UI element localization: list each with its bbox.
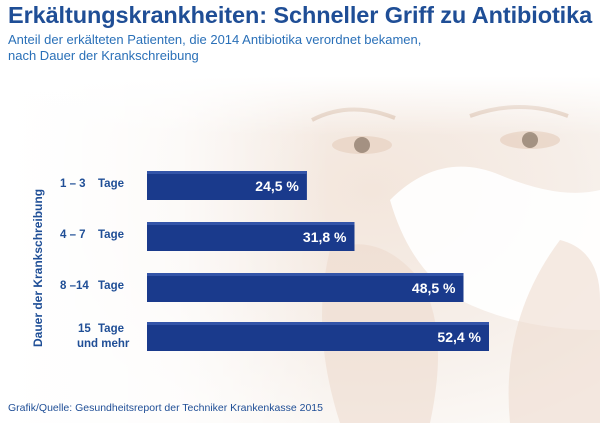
subtitle-line-1: Anteil der erkälteten Patienten, die 201…	[8, 32, 422, 47]
bar-highlight-1	[147, 171, 307, 174]
chart-title: Erkältungskrankheiten: Schneller Griff z…	[8, 2, 593, 28]
category-unit-2: und mehr	[77, 338, 130, 350]
bar-4	[147, 322, 489, 351]
category-unit: Tage	[98, 178, 124, 190]
category-range: 1 – 3	[60, 178, 86, 190]
bar-value-label-4: 52,4 %	[437, 329, 481, 345]
chart-subtitle: Anteil der erkälteten Patienten, die 201…	[8, 32, 421, 64]
bar-value-label-1: 24,5 %	[255, 178, 299, 194]
source-note: Grafik/Quelle: Gesundheitsreport der Tec…	[8, 402, 323, 414]
bar-3	[147, 273, 464, 302]
subtitle-line-2: nach Dauer der Krankschreibung	[8, 48, 199, 63]
bar-highlight-3	[147, 273, 464, 276]
bar-value-label-2: 31,8 %	[303, 229, 347, 245]
bar-highlight-4	[147, 322, 489, 325]
category-unit: Tage	[98, 323, 124, 335]
category-range: 15	[78, 323, 91, 335]
bar-2	[147, 222, 355, 251]
bar-highlight-2	[147, 222, 355, 225]
bar-value-label-3: 48,5 %	[412, 280, 456, 296]
bar-1	[147, 171, 307, 200]
category-unit: Tage	[98, 280, 124, 292]
category-range: 4 – 7	[60, 229, 86, 241]
category-unit: Tage	[98, 229, 124, 241]
category-range: 8 –14	[60, 280, 89, 292]
